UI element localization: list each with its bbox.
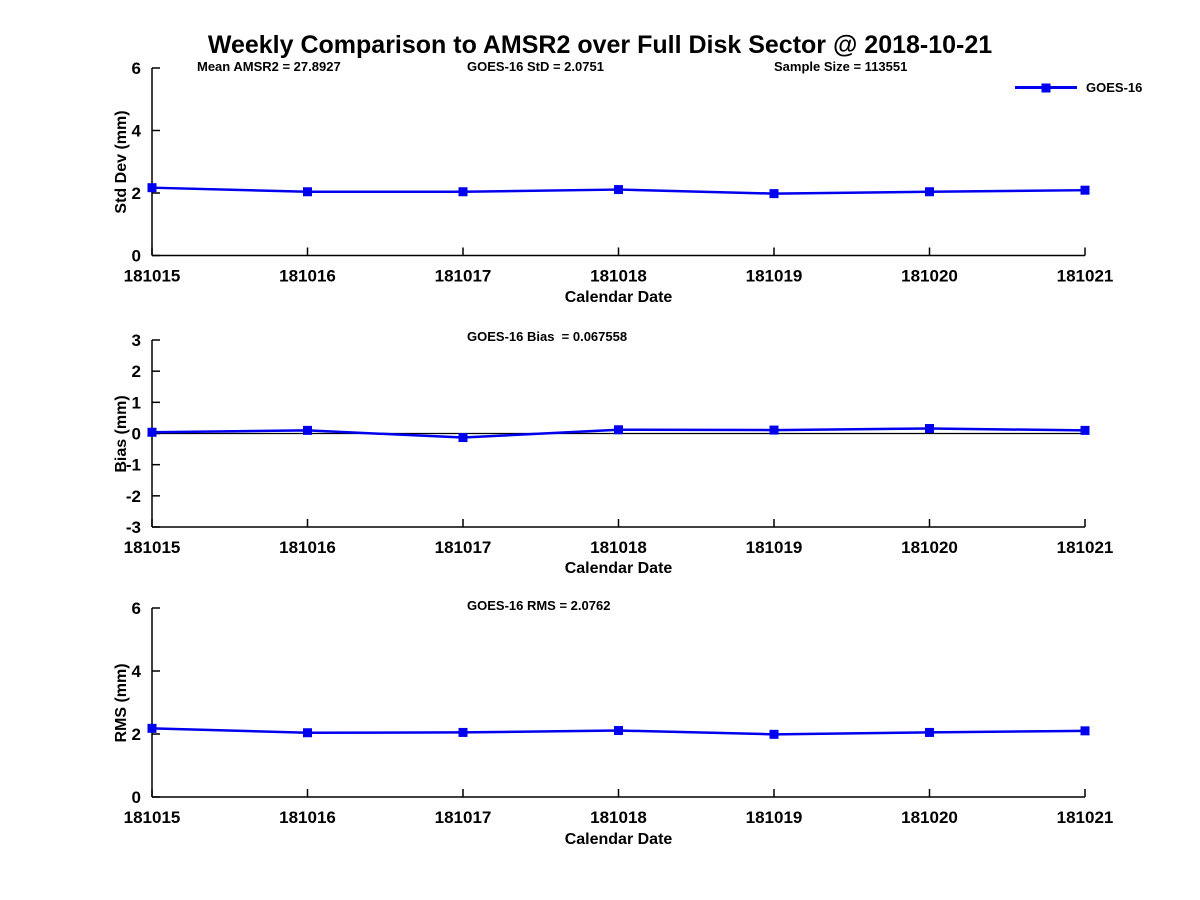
data-point-marker	[614, 726, 623, 736]
x-axis-label-stddev: Calendar Date	[564, 289, 673, 306]
y-axis-tick-label: 2	[132, 184, 141, 203]
x-axis-tick-label: 181020	[901, 808, 958, 827]
data-point-marker	[1080, 185, 1090, 195]
y-axis-tick-label: 6	[132, 599, 141, 618]
data-point-marker	[458, 187, 468, 197]
x-axis-tick-label: 181018	[590, 267, 647, 286]
x-axis-tick-label: 181019	[746, 538, 803, 557]
data-point-marker	[614, 425, 623, 435]
data-point-marker	[769, 425, 779, 435]
y-axis-tick-label: 3	[132, 331, 141, 350]
data-point-marker	[303, 187, 312, 197]
data-point-marker	[303, 425, 312, 435]
data-point-marker	[769, 729, 779, 739]
x-axis-tick-label: 181016	[279, 808, 336, 827]
x-axis-tick-label: 181015	[124, 808, 181, 827]
data-point-marker	[614, 185, 623, 195]
y-axis-tick-label: 0	[132, 788, 141, 807]
x-axis-tick-label: 181015	[124, 267, 181, 286]
annotation-goes16-bias: GOES-16 Bias = 0.067558	[467, 329, 628, 344]
y-axis-tick-label: 1	[132, 393, 141, 412]
y-axis-tick-label: 4	[132, 122, 142, 141]
x-axis-tick-label: 181019	[746, 808, 803, 827]
x-axis-tick-label: 181016	[279, 267, 336, 286]
data-point-marker	[147, 723, 157, 733]
figure-title: Weekly Comparison to AMSR2 over Full Dis…	[207, 31, 993, 59]
data-point-marker	[303, 728, 312, 738]
y-axis-tick-label: -3	[126, 518, 141, 537]
x-axis-tick-label: 181017	[435, 267, 492, 286]
y-axis-tick-label: 0	[132, 425, 141, 444]
y-axis-tick-label: -1	[126, 456, 141, 475]
data-point-marker	[925, 727, 934, 737]
annotation-goes16-std: GOES-16 StD = 2.0751	[467, 59, 604, 74]
legend-line-sample	[1015, 83, 1077, 92]
data-point-marker	[925, 187, 934, 197]
y-axis-tick-label: 4	[132, 662, 142, 681]
x-axis-tick-label: 181021	[1057, 538, 1114, 557]
data-point-marker	[769, 189, 779, 199]
annotation-sample-size: Sample Size = 113551	[774, 59, 908, 74]
x-axis-tick-label: 181020	[901, 267, 958, 286]
y-axis-tick-label: -2	[126, 487, 141, 506]
x-axis-tick-label: 181016	[279, 538, 336, 557]
data-point-marker	[458, 433, 468, 443]
y-axis-tick-label: 6	[132, 59, 141, 78]
legend: GOES-16	[1015, 80, 1142, 95]
x-axis-tick-label: 181018	[590, 808, 647, 827]
y-axis-tick-label: 0	[132, 247, 141, 266]
x-axis-tick-label: 181020	[901, 538, 958, 557]
data-point-marker	[1080, 726, 1090, 736]
x-axis-tick-label: 181015	[124, 538, 181, 557]
data-point-marker	[1080, 425, 1090, 435]
x-axis-tick-label: 181018	[590, 538, 647, 557]
data-point-marker	[147, 427, 157, 437]
legend-square-marker-icon	[1041, 83, 1051, 92]
x-axis-tick-label: 181019	[746, 267, 803, 286]
x-axis-tick-label: 181017	[435, 808, 492, 827]
annotation-mean-amsr2: Mean AMSR2 = 27.8927	[197, 59, 341, 74]
x-axis-tick-label: 181021	[1057, 808, 1114, 827]
data-point-marker	[147, 183, 157, 193]
x-axis-tick-label: 181021	[1057, 267, 1114, 286]
annotation-goes16-rms: GOES-16 RMS = 2.0762	[467, 598, 611, 613]
x-axis-tick-label: 181017	[435, 538, 492, 557]
legend-label: GOES-16	[1086, 80, 1143, 95]
y-axis-tick-label: 2	[132, 725, 141, 744]
y-axis-tick-label: 2	[132, 362, 141, 381]
x-axis-label-bias: Calendar Date	[564, 560, 673, 577]
data-point-marker	[458, 727, 468, 737]
x-axis-label-rms: Calendar Date	[564, 831, 673, 848]
data-point-marker	[925, 424, 934, 434]
